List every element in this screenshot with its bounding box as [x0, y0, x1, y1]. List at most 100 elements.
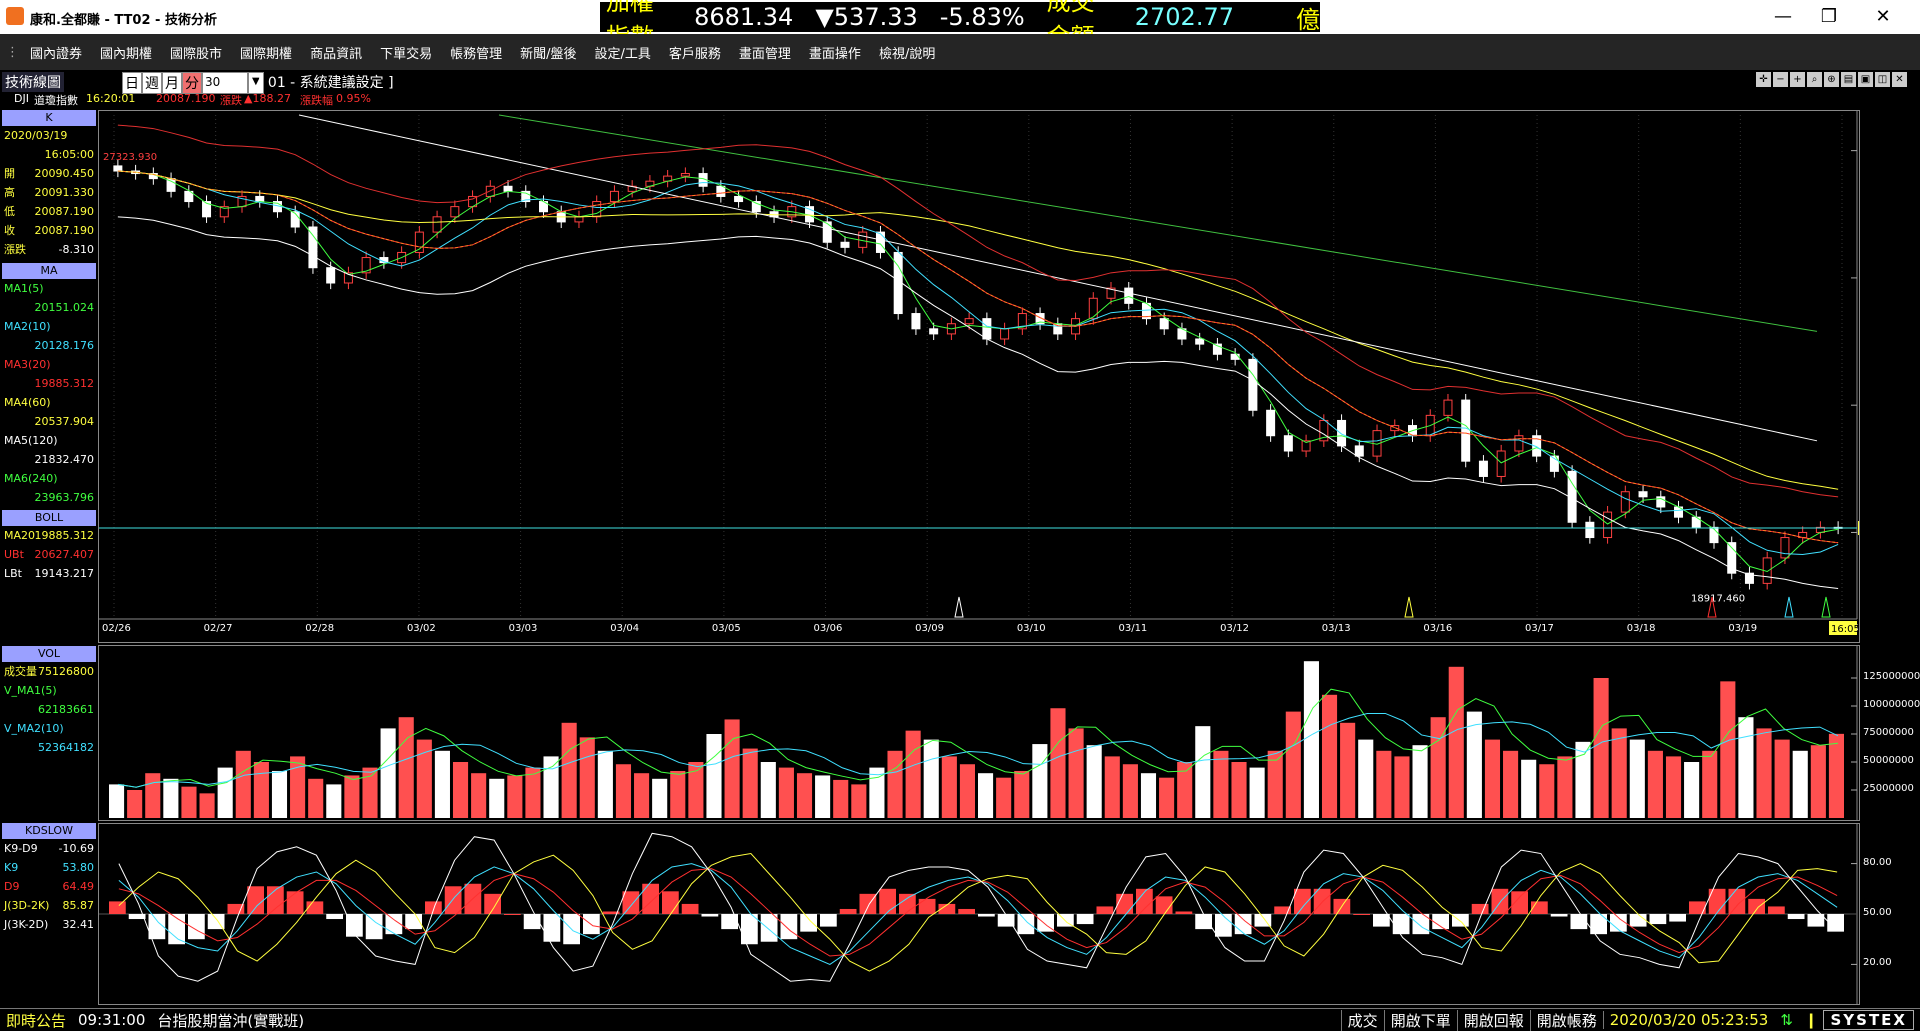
magnify-icon[interactable]: ⊕ — [1824, 72, 1839, 87]
menu-item[interactable]: 國際股市 — [170, 46, 223, 62]
volume-bar — [760, 762, 776, 818]
notice-text[interactable]: 台指股期當沖(實戰班) — [157, 1011, 305, 1030]
period-tab-month[interactable]: 月 — [162, 72, 182, 94]
menu-item[interactable]: 設定/工具 — [594, 46, 651, 62]
candle-body — [202, 201, 212, 218]
candle-body — [1301, 440, 1311, 452]
menu-item[interactable]: 國內期權 — [100, 46, 153, 62]
candle-body — [361, 257, 371, 274]
boll-info-panel: BOLL MA20 19885.312 UBt 20627.407 LBt 19143.2… — [2, 510, 96, 583]
volume-bar — [959, 764, 975, 818]
candle-body — [1620, 491, 1630, 513]
volume-bar — [1122, 764, 1138, 818]
notice-label[interactable]: 即時公告 — [6, 1011, 67, 1030]
kd-chart[interactable] — [98, 823, 1860, 1005]
zoom-out-icon[interactable]: − — [1773, 72, 1788, 87]
ma-label: MA6(240) — [4, 472, 58, 485]
candle-body — [1727, 542, 1737, 574]
candle-body — [219, 206, 229, 218]
time-tick-label: 03/18 — [1627, 623, 1656, 634]
menu-item[interactable]: 新聞/盤後 — [520, 46, 577, 62]
k-panel-header: K — [2, 110, 96, 126]
layout-icon[interactable]: ◫ — [1875, 72, 1890, 87]
volume-bar — [471, 773, 487, 818]
time-tick-label: 03/02 — [407, 623, 436, 634]
menu-item[interactable]: 商品資訊 — [310, 46, 363, 62]
time-tick-label: 03/19 — [1728, 623, 1757, 634]
volume-bar — [1376, 750, 1392, 818]
candle-body — [1549, 455, 1559, 472]
volume-bar — [1086, 745, 1102, 818]
menu-item[interactable]: 國際期權 — [240, 46, 293, 62]
maximize-button[interactable]: ❐ — [1820, 6, 1838, 27]
candle-body — [982, 318, 992, 340]
volume-bar — [525, 767, 541, 818]
setting-label[interactable]: [ 01 - 系統建議設定 ] — [258, 75, 394, 91]
ma-line — [117, 170, 1839, 544]
volume-bar — [706, 734, 722, 818]
trade-button[interactable]: 成交 — [1340, 1009, 1384, 1031]
open-report-button[interactable]: 開啟回報 — [1456, 1009, 1530, 1031]
close-icon[interactable]: ✕ — [1892, 72, 1907, 87]
period-tab-day[interactable]: 日 — [122, 72, 142, 94]
kd-tick-label: 50.00 — [1863, 907, 1892, 918]
period-tab-week[interactable]: 週 — [142, 72, 162, 94]
volume-bar — [344, 775, 360, 818]
kd-histogram-bar — [1629, 914, 1647, 927]
kd-histogram-bar — [1432, 914, 1449, 930]
candle-body — [255, 195, 265, 203]
print-icon[interactable]: ▤ — [1841, 72, 1856, 87]
menu-item[interactable]: 畫面管理 — [738, 46, 791, 62]
ma-row-label: MA4(60) — [2, 393, 96, 412]
crosshair-icon[interactable]: ✛ — [1756, 72, 1771, 87]
kd-value: 85.87 — [62, 899, 95, 912]
open-account-button[interactable]: 開啟帳務 — [1529, 1009, 1603, 1031]
chevron-down-icon[interactable]: ▼ — [248, 72, 264, 94]
volume-bar — [1231, 762, 1247, 818]
volume-bar — [1466, 711, 1482, 818]
kd-histogram-bar — [148, 914, 166, 940]
kd-histogram-bar — [365, 914, 383, 940]
menu-item[interactable]: 下單交易 — [380, 46, 433, 62]
menu-item[interactable]: 帳務管理 — [450, 46, 503, 62]
status-bar: 即時公告 09:31:00 台指股期當沖(實戰班) 成交 開啟下單 開啟回報 開… — [0, 1008, 1920, 1031]
open-order-button[interactable]: 開啟下單 — [1383, 1009, 1457, 1031]
volume-bar — [1684, 762, 1700, 818]
ma-value: 20128.176 — [34, 339, 95, 352]
ma-value: 19885.312 — [34, 377, 95, 390]
kd-histogram-bar — [1669, 914, 1686, 922]
kd-histogram-bar — [997, 914, 1015, 927]
vol-label: 成交量 — [4, 665, 37, 678]
volume-bar — [1828, 733, 1844, 818]
menu-item[interactable]: 檢視/說明 — [878, 46, 936, 62]
period-tab-minute[interactable]: 分 — [182, 72, 202, 94]
ma5-line — [298, 114, 1818, 442]
menu-item[interactable]: 畫面操作 — [808, 46, 861, 62]
kd-histogram-bar — [543, 914, 561, 942]
boll-value: 20627.407 — [34, 548, 95, 561]
search-icon[interactable]: ⌕ — [1807, 72, 1822, 87]
volume-chart[interactable] — [98, 645, 1860, 821]
time-tick-label: 02/26 — [102, 623, 131, 634]
save-icon[interactable]: ▣ — [1858, 72, 1873, 87]
price-chart[interactable]: 27500.00025000.00022500.00002/2602/2702/… — [98, 110, 1915, 643]
kd-histogram-bar — [484, 893, 501, 914]
close-button[interactable]: ✕ — [1875, 6, 1891, 27]
k-row-value: -8.310 — [58, 243, 94, 256]
vol-info-panel: VOL 成交量 75126800 V_MA1(5) 62183661 V_MA2(10)… — [2, 646, 96, 757]
zoom-in-icon[interactable]: + — [1790, 72, 1805, 87]
volume-bar — [796, 773, 813, 818]
interval-select[interactable]: 30 — [202, 72, 248, 94]
menu-item[interactable]: 客戶服務 — [668, 46, 721, 62]
menu-bar: ⋮ 國內證券 國內期權 國際股市 國際期權 商品資訊 下單交易 帳務管理 新聞/… — [0, 34, 1920, 70]
ma-line — [117, 170, 1839, 556]
time-tick-label: 03/13 — [1322, 623, 1351, 634]
volume-bar — [1629, 739, 1645, 818]
minimize-button[interactable]: — — [1774, 6, 1792, 27]
kd-row: K9 53.80 — [2, 858, 96, 877]
menu-item[interactable]: 國內證券 — [30, 46, 83, 62]
volume-bar — [978, 773, 994, 818]
candle-body — [716, 185, 726, 197]
candle-body — [1567, 470, 1577, 523]
volume-bar — [452, 762, 469, 818]
